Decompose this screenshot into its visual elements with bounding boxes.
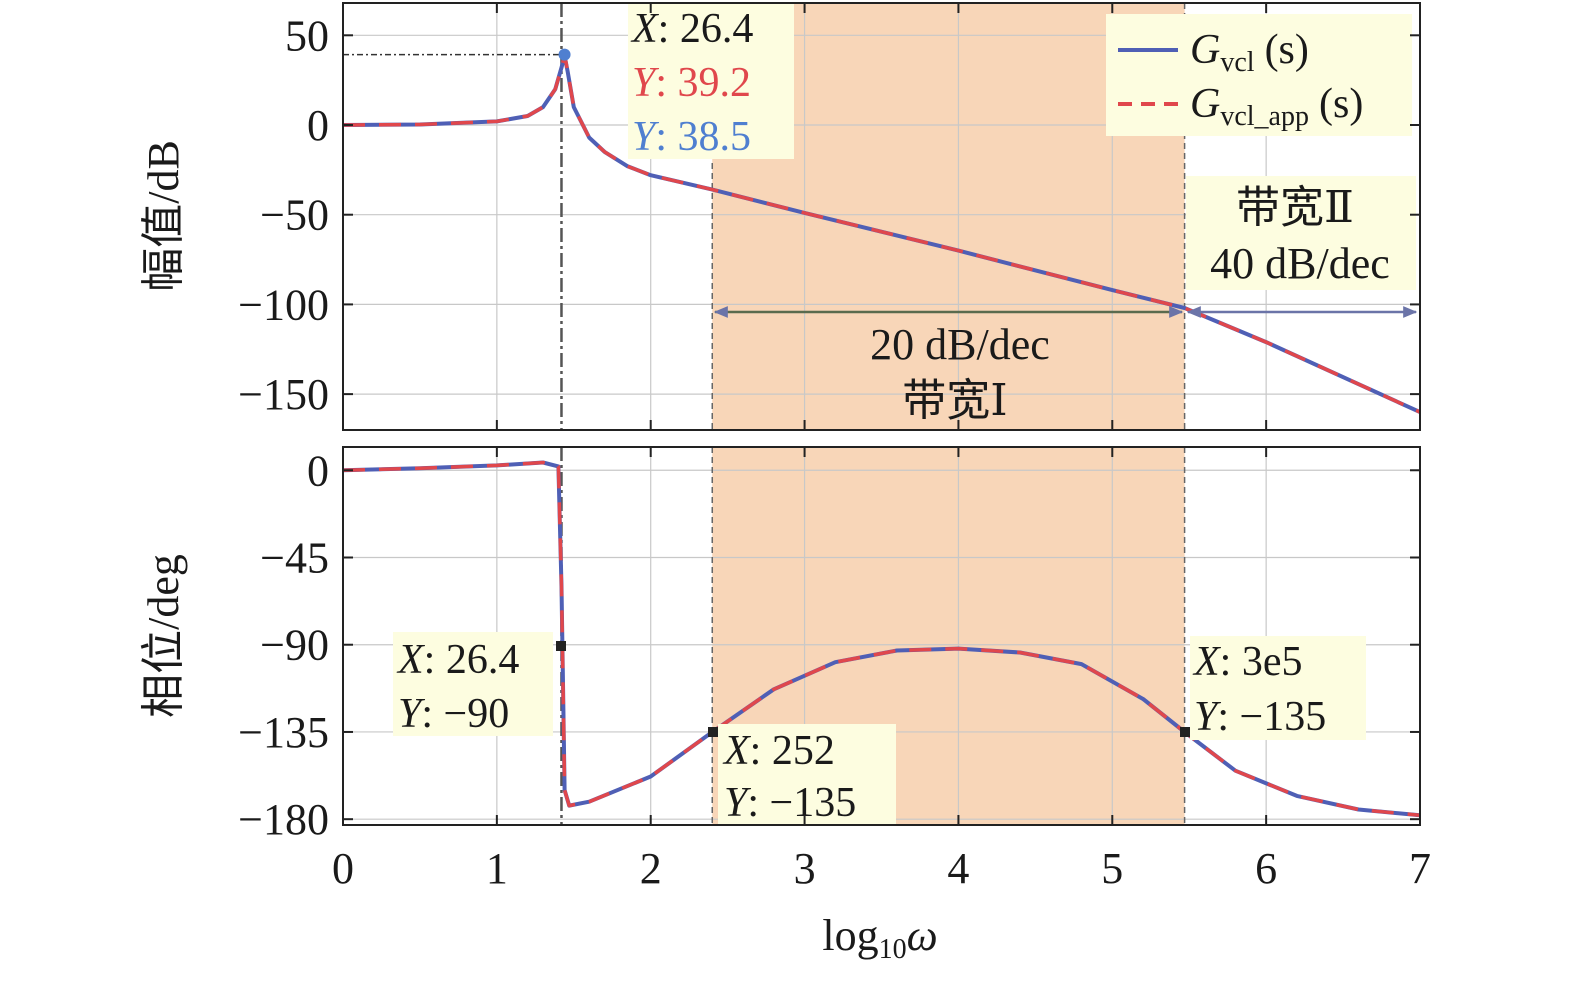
phase-datatip-3-marker xyxy=(1180,727,1190,737)
phase-datatip-1-background xyxy=(393,632,553,736)
bandwidth-1-label: 带宽Ⅰ xyxy=(902,376,1007,425)
y-tick-label: −135 xyxy=(238,708,329,757)
y-tick-label: 0 xyxy=(307,446,329,495)
y-tick-label: 50 xyxy=(285,11,329,60)
phase-datatip-1-x: X: 26.4 xyxy=(396,637,519,683)
phase-datatip-1-y: Y: −90 xyxy=(398,691,509,737)
phase-datatip-2-y: Y: −135 xyxy=(724,780,856,826)
magnitude-plot: X: 26.4 Y: 39.2 Y: 38.5 Gvcl (s) Gvcl_app… xyxy=(139,2,1421,431)
magnitude-series xyxy=(343,52,1420,414)
phase-datatip-2-background xyxy=(718,724,896,826)
x-tick-label: 0 xyxy=(332,844,354,893)
phase-datatip-3-y: Y: −135 xyxy=(1194,694,1326,740)
x-tick-label: 6 xyxy=(1255,844,1277,893)
magnitude-y-label: 幅值/dB xyxy=(139,140,188,292)
slope-20-label: 20 dB/dec xyxy=(870,320,1050,369)
peak-datatip-x: X: 26.4 xyxy=(630,6,753,52)
x-tick-label: 7 xyxy=(1409,844,1431,893)
legend-label-gvcl-app: Gvcl_app (s) xyxy=(1190,81,1363,132)
y-tick-label: −50 xyxy=(260,191,329,240)
y-tick-label: −45 xyxy=(260,533,329,582)
phase-y-ticks: 0 −45 −90 −135 −180 xyxy=(238,446,1420,844)
x-tick-label: 1 xyxy=(486,844,508,893)
phase-frame xyxy=(342,446,1421,826)
legend-label-gvcl: Gvcl (s) xyxy=(1190,27,1309,78)
peak-datatip-y: Y: 38.5 xyxy=(632,114,751,160)
magnitude-frame xyxy=(342,2,1421,431)
phase-datatip-2-x: X: 252 xyxy=(722,728,835,774)
peak-datatip-background xyxy=(628,3,794,159)
y-tick-label: −100 xyxy=(238,280,329,329)
y-tick-label: −150 xyxy=(238,370,329,419)
x-axis-label: log10ω xyxy=(822,911,937,965)
series-line xyxy=(343,52,1420,414)
slope-40-label: 40 dB/dec xyxy=(1210,239,1390,288)
x-tick-label: 2 xyxy=(640,844,662,893)
y-tick-label: −90 xyxy=(260,621,329,670)
y-tick-label: −180 xyxy=(238,795,329,844)
bandwidth-2-label: 带宽Ⅱ xyxy=(1236,183,1354,232)
peak-datatip-y-app: Y: 39.2 xyxy=(632,60,751,106)
x-tick-label: 4 xyxy=(947,844,969,893)
phase-datatip-1-marker xyxy=(556,641,566,651)
phase-x-ticks: 0 1 2 3 4 5 6 7 xyxy=(332,447,1431,893)
magnitude-y-ticks: 50 0 −50 −100 −150 xyxy=(238,3,1421,430)
phase-plot: X: 26.4 Y: −90 X: 252 Y: −135 X: 3e5 Y: … xyxy=(139,446,1431,965)
phase-datatip-3-background xyxy=(1190,636,1366,740)
bandwidth-2-label-bg xyxy=(1186,176,1416,290)
x-tick-label: 3 xyxy=(794,844,816,893)
phase-datatip-3-x: X: 3e5 xyxy=(1192,639,1302,685)
legend: Gvcl (s) Gvcl_app (s) xyxy=(1106,14,1412,136)
phase-datatip-2-marker xyxy=(708,727,718,737)
phase-y-label: 相位/deg xyxy=(139,554,188,718)
peak-marker xyxy=(558,48,571,61)
x-tick-label: 5 xyxy=(1101,844,1123,893)
legend-background xyxy=(1106,14,1412,136)
y-tick-label: 0 xyxy=(307,101,329,150)
